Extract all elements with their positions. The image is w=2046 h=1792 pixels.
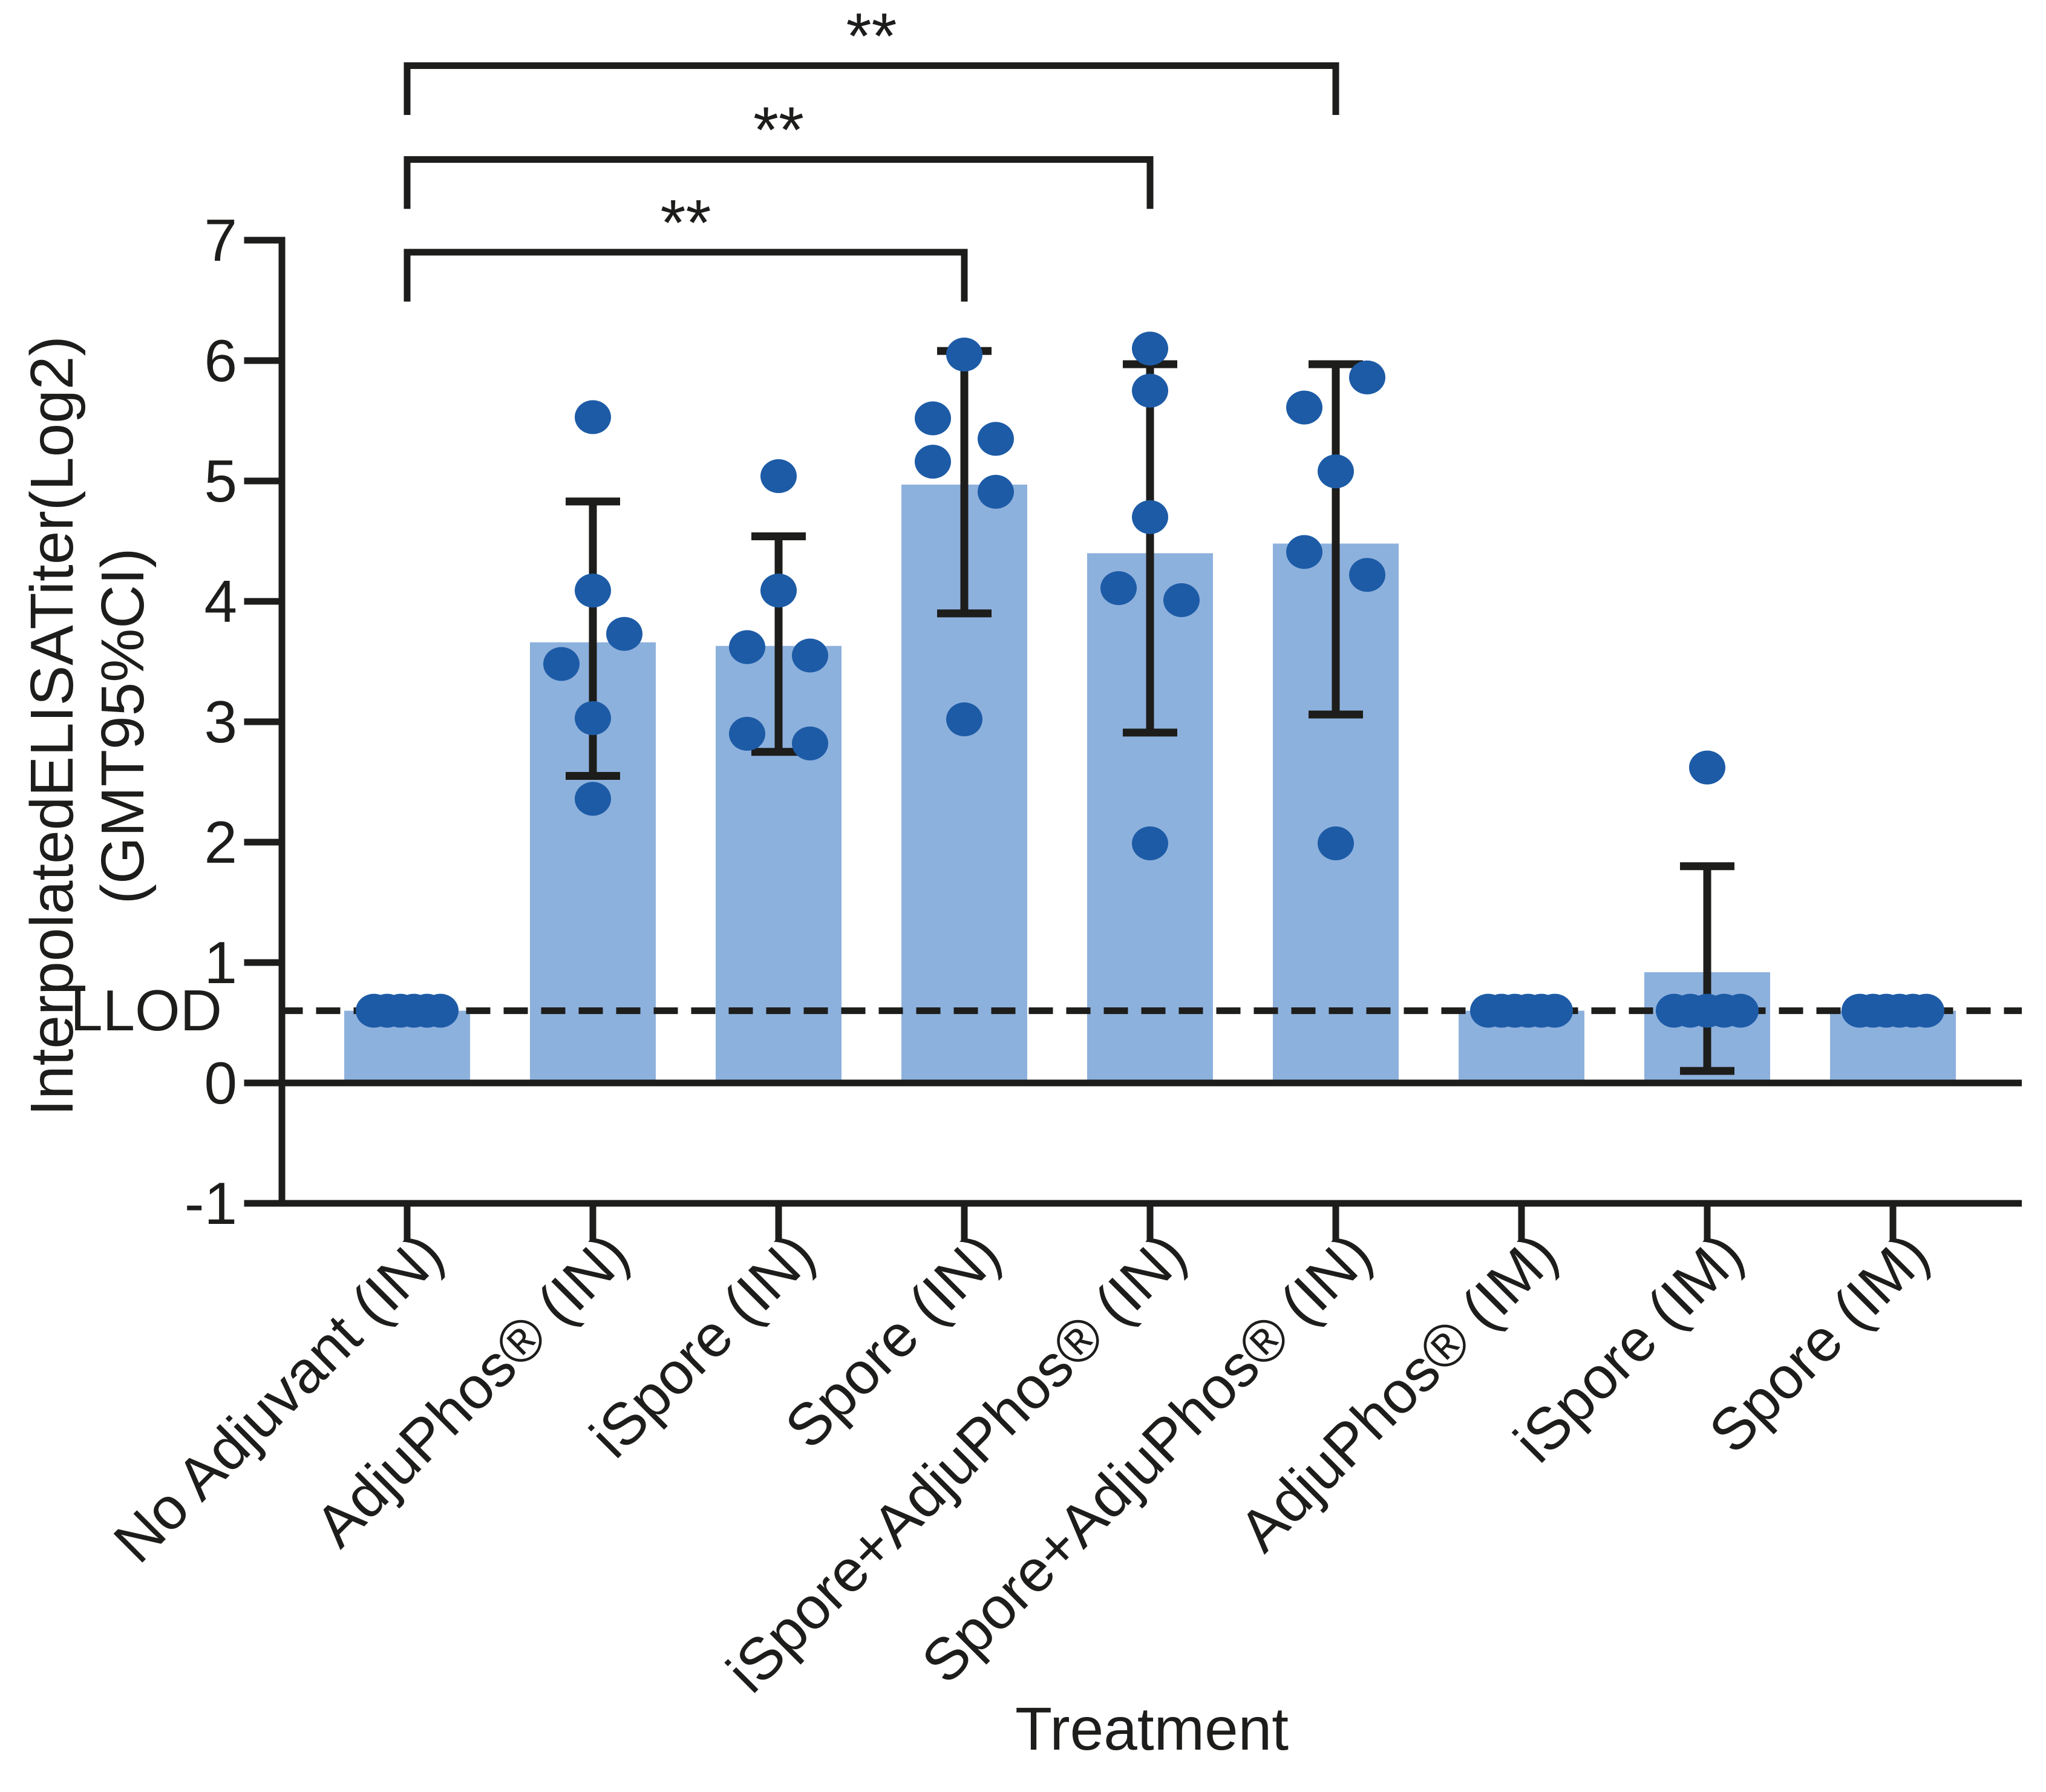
data-point-spore-in xyxy=(915,401,951,436)
axes-layer xyxy=(244,237,2022,1241)
data-point-ispore-im xyxy=(1722,993,1759,1028)
y-tick-label-7: 7 xyxy=(204,207,237,273)
significance-bracket-3: ** xyxy=(404,0,1339,116)
data-point-ispore-adjuphos-in xyxy=(1132,373,1168,408)
data-point-ispore-adjuphos-in xyxy=(1163,583,1200,618)
data-point-adjuphos-in xyxy=(575,574,611,608)
data-point-ispore-in xyxy=(792,726,828,760)
data-point-adjuphos-in xyxy=(575,400,611,434)
data-point-ispore-in xyxy=(729,716,765,751)
category-labels-layer: No Adjuvant (IN)AdjuPhos® (IN)iSpore (IN… xyxy=(101,1220,1941,1705)
category-label-adjuphos-im: AdjuPhos® (IM) xyxy=(1226,1220,1570,1564)
significance-brackets-layer: ** ** ** xyxy=(404,0,1339,302)
data-point-ispore-im xyxy=(1689,750,1725,785)
data-point-spore-in xyxy=(978,422,1014,456)
data-point-spore-adjuphos-in xyxy=(1318,826,1354,860)
category-label-no-adjuvant-in: No Adjuvant (IN) xyxy=(101,1220,456,1575)
y-tick-label-3: 3 xyxy=(204,688,237,755)
category-label-adjuphos-in: AdjuPhos® (IN) xyxy=(302,1220,641,1559)
data-point-spore-im xyxy=(1908,993,1944,1028)
data-point-adjuphos-im xyxy=(1537,993,1573,1028)
data-point-no-adjuvant-in xyxy=(422,993,459,1028)
significance-bracket-2: ** xyxy=(404,93,1154,209)
significance-stars: ** xyxy=(846,0,897,72)
bracket-line xyxy=(404,156,1154,209)
data-point-spore-in xyxy=(915,445,951,479)
data-point-spore-in xyxy=(946,338,982,372)
error-bars-layer xyxy=(566,347,1734,1075)
data-point-spore-adjuphos-in xyxy=(1318,454,1354,489)
llod-label: LLOD xyxy=(70,978,222,1043)
y-tick-label-2: 2 xyxy=(204,809,237,875)
y-tick-label-0: 0 xyxy=(204,1050,237,1116)
data-point-ispore-in xyxy=(760,574,797,608)
data-point-spore-adjuphos-in xyxy=(1349,360,1385,394)
y-axis-title-line1: InterpolatedELISATiter(Log2) xyxy=(18,336,86,1116)
data-point-adjuphos-in xyxy=(606,616,642,651)
error-bar-ispore-im xyxy=(1680,862,1734,1075)
data-point-ispore-in xyxy=(792,638,828,673)
y-tick-label-6: 6 xyxy=(204,327,237,394)
y-axis-title-line2: (GMT95%CI) xyxy=(89,548,157,904)
data-point-spore-adjuphos-in xyxy=(1286,390,1322,425)
y-tick-label--1: -1 xyxy=(185,1170,237,1237)
significance-bracket-1: ** xyxy=(404,186,968,302)
x-axis-title: Treatment xyxy=(1015,1695,1289,1763)
data-points-layer xyxy=(356,332,1944,1028)
data-point-spore-in xyxy=(978,474,1014,509)
y-tick-label-1: 1 xyxy=(204,929,237,996)
data-point-adjuphos-in xyxy=(575,782,611,816)
data-point-spore-adjuphos-in xyxy=(1349,558,1385,592)
data-point-ispore-adjuphos-in xyxy=(1132,826,1168,860)
y-tick-label-4: 4 xyxy=(204,568,237,635)
significance-stars: ** xyxy=(660,186,711,259)
significance-stars: ** xyxy=(753,93,804,166)
data-point-spore-adjuphos-in xyxy=(1286,535,1322,569)
data-point-ispore-adjuphos-in xyxy=(1132,500,1168,534)
data-point-ispore-in xyxy=(729,630,765,664)
error-bar-spore-adjuphos-in xyxy=(1309,360,1363,719)
y-tick-label-5: 5 xyxy=(204,448,237,514)
bracket-line xyxy=(404,249,968,302)
tick-labels-layer: -1 0 1 2 3 4 5 6 7 xyxy=(185,207,237,1237)
data-point-ispore-adjuphos-in xyxy=(1132,332,1168,366)
data-point-adjuphos-in xyxy=(543,647,580,681)
data-point-ispore-in xyxy=(760,459,797,494)
data-point-spore-in xyxy=(946,702,982,737)
data-point-adjuphos-in xyxy=(575,701,611,736)
bracket-line xyxy=(404,62,1339,116)
data-point-ispore-adjuphos-in xyxy=(1100,571,1137,606)
